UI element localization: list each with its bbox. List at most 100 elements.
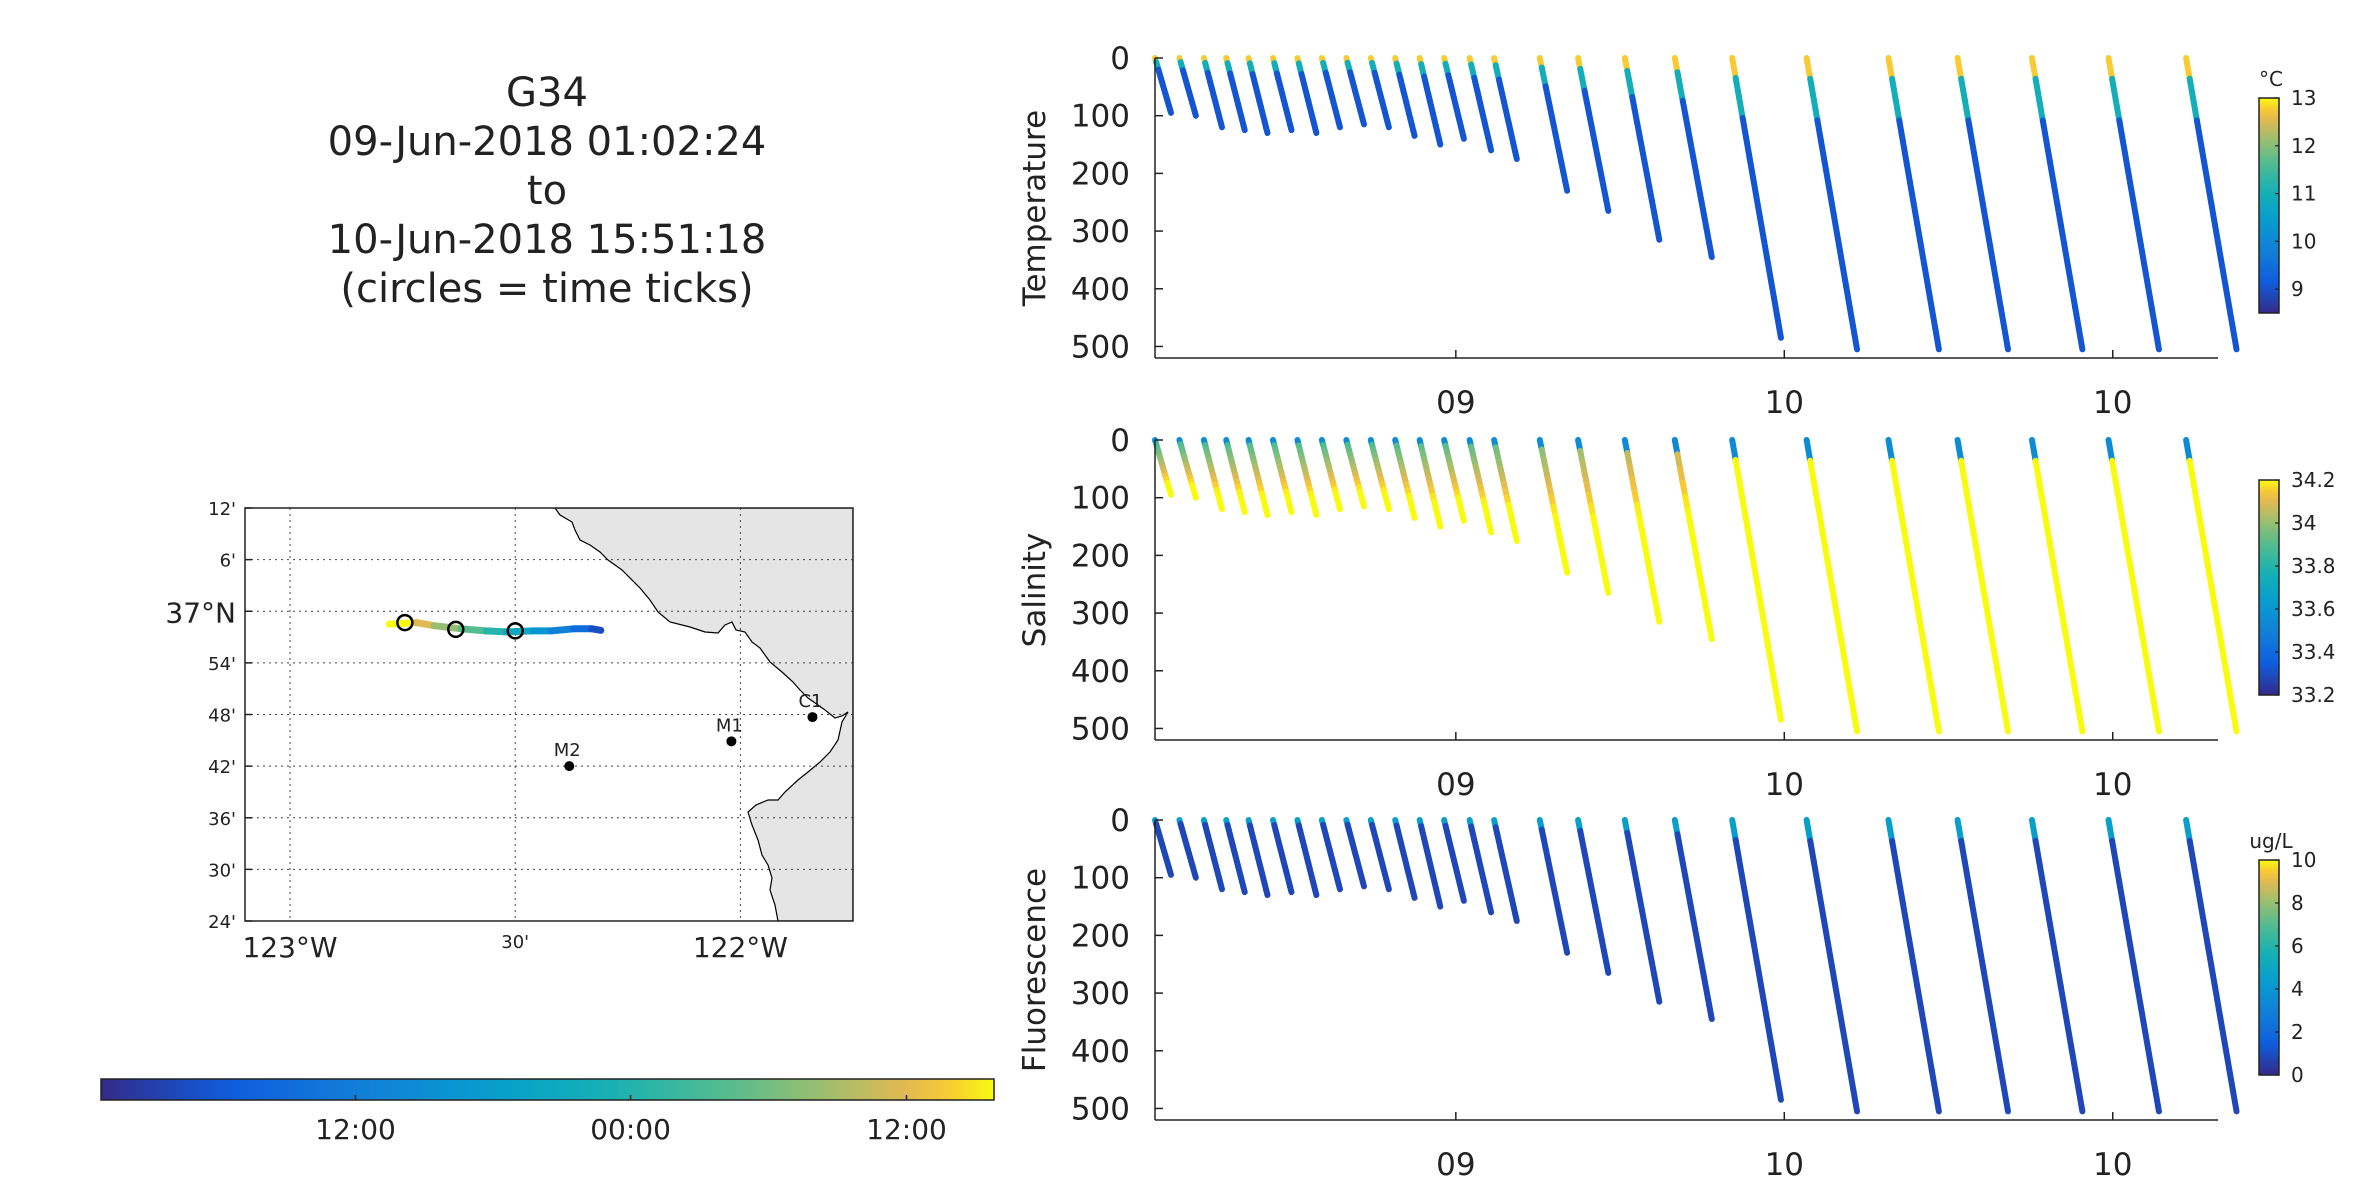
y-tick-label: 200	[1071, 538, 1130, 574]
profile-segment	[1312, 124, 1320, 136]
profile-segment	[2046, 921, 2057, 948]
profile-segment	[1384, 119, 1392, 131]
profile-segment	[1166, 867, 1174, 878]
panel-temperature: 0 100 200 300 400 500 09 10 10 Temperature 9 10 11 12…	[1017, 41, 2316, 421]
profile-segment	[2043, 138, 2053, 166]
profile-segment	[1743, 896, 1753, 923]
profile-segment	[1217, 501, 1225, 513]
profile-segment	[1335, 501, 1343, 513]
profile-segment	[1486, 140, 1495, 154]
profile-segment	[1896, 879, 1906, 907]
profile-segment	[1706, 239, 1715, 261]
profile-segment	[1240, 883, 1248, 896]
profile-segment	[1968, 900, 1979, 928]
profile-segment	[2215, 624, 2226, 652]
profile-segment	[2211, 221, 2222, 249]
profile-segment	[2112, 858, 2123, 886]
lat-tick-label: 54'	[208, 654, 236, 675]
profile-segment	[1986, 624, 1997, 652]
profile-segment	[1753, 576, 1764, 603]
profile-segment	[2190, 858, 2200, 886]
profile-segment	[1287, 121, 1295, 134]
colorbar-tick-label: 34	[2291, 511, 2316, 535]
colorbar-tick-label: 12	[2291, 134, 2316, 158]
profile-segment	[2064, 645, 2075, 672]
profile-segment	[1917, 624, 1928, 652]
colorbar-tick-label: 2	[2291, 1020, 2304, 1044]
title-line: 09-Jun-2018 01:02:24	[328, 119, 767, 165]
profile-segment	[2193, 499, 2204, 527]
profile-segment	[2190, 478, 2200, 506]
profile-segment	[1925, 283, 1935, 311]
profile-segment	[1764, 254, 1774, 281]
profile-segment	[2204, 179, 2215, 207]
profile-segment	[2152, 1087, 2162, 1115]
profile-segment	[2197, 900, 2208, 928]
lon-tick-label: 123°W	[242, 931, 337, 964]
profile-segment	[1828, 962, 1839, 990]
colorbar-tick-label: 34.2	[2291, 468, 2336, 492]
profile-segment	[2119, 138, 2130, 166]
profile-segment	[2072, 686, 2082, 714]
profile-segment	[2001, 325, 2011, 353]
profile-segment	[1836, 624, 1846, 652]
profile-segment	[1914, 221, 1924, 249]
colorbar-tick-label: 33.2	[2291, 683, 2336, 707]
profile-segment	[2116, 117, 2126, 145]
profile-segment	[1512, 910, 1520, 924]
profile-segment	[1706, 1001, 1715, 1023]
profile-segment	[2219, 645, 2229, 672]
profile-segment	[2134, 603, 2144, 631]
profile-segment	[1990, 263, 2001, 290]
profile-segment	[1892, 858, 1903, 886]
profile-segment	[1757, 596, 1767, 623]
profile-segment	[1986, 242, 1997, 270]
profile-segment	[2222, 1045, 2233, 1073]
profile-segment	[1961, 96, 1972, 124]
profile-segment	[2068, 665, 2079, 693]
profile-segment	[2211, 983, 2222, 1011]
profile-segment	[2046, 541, 2057, 568]
profile-segment	[2190, 96, 2200, 124]
x-tick-label: 09	[1436, 767, 1475, 803]
profile-segment	[1828, 582, 1839, 610]
profile-segment	[2105, 437, 2116, 464]
profile-segment	[1961, 858, 1972, 886]
profile-segment	[1972, 921, 1983, 948]
x-tick-label: 09	[1436, 385, 1475, 421]
profile-segment	[1240, 503, 1248, 516]
profile-segment	[2134, 221, 2144, 249]
profile-segment	[1166, 105, 1174, 116]
profile-segment	[1191, 490, 1199, 501]
profile-segment	[1965, 879, 1975, 907]
profile-segment	[2072, 1066, 2082, 1094]
y-tick-label: 100	[1071, 481, 1130, 517]
profile-segment	[2109, 837, 2119, 865]
profile-segment	[1191, 108, 1199, 119]
profile-segment	[2137, 242, 2148, 270]
profile-segment	[1732, 74, 1743, 101]
x-tick-label: 10	[1765, 1147, 1804, 1181]
y-axis-label: Temperature	[1017, 110, 1053, 307]
profile-segment	[2148, 1066, 2159, 1094]
profile-segment	[1774, 314, 1784, 341]
profile-segment	[1850, 707, 1861, 735]
profile-segment	[1821, 921, 1832, 948]
x-tick-label: 10	[2093, 1147, 2132, 1181]
map-frame	[244, 507, 854, 922]
title-line: G34	[506, 70, 588, 116]
profile-segment	[2050, 179, 2061, 207]
profile-segment	[1435, 897, 1444, 910]
profile-segment	[2001, 1087, 2011, 1115]
profile-segment	[2075, 1087, 2086, 1115]
profile-segment	[1885, 55, 1896, 82]
y-tick-label: 300	[1071, 976, 1130, 1012]
profile-segment	[2105, 817, 2116, 844]
profile-segment	[1818, 900, 1828, 928]
profile-segment	[2043, 520, 2053, 548]
y-tick-label: 0	[1110, 803, 1130, 839]
profile-segment	[2039, 499, 2050, 527]
profile-segment	[2137, 1004, 2148, 1032]
profile-segment	[2130, 582, 2141, 610]
profile-segment	[1965, 117, 1975, 145]
